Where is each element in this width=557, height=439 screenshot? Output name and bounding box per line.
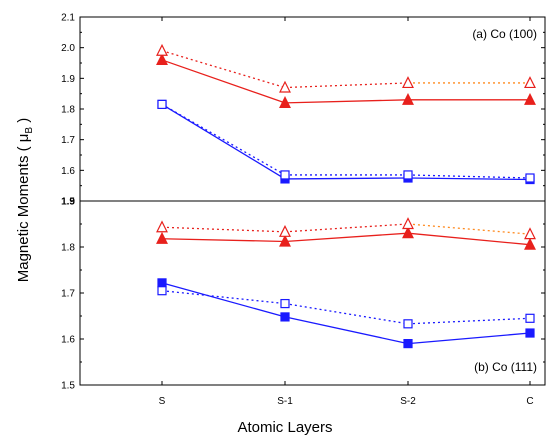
- data-point-triangle: [279, 234, 291, 247]
- data-point-triangle: [524, 227, 536, 240]
- data-point-triangle: [279, 80, 291, 93]
- series-segment: [161, 290, 286, 305]
- series-red-triangle-open: [156, 43, 536, 93]
- series-segment: [284, 177, 409, 180]
- series-segment: [284, 82, 409, 89]
- data-point-square: [280, 312, 290, 322]
- y-axis-title-subscript: B: [24, 127, 35, 134]
- y-tick-label: 1.7: [61, 135, 75, 146]
- data-point-square: [157, 286, 167, 296]
- series-segment: [407, 174, 531, 179]
- y-axis-title-mu: μ: [15, 134, 32, 143]
- y-tick-label: 1.6: [61, 335, 75, 346]
- series-blue-square-open: [157, 99, 535, 183]
- x-tick-label: S: [159, 396, 166, 407]
- y-tick-label: 2.0: [61, 43, 75, 54]
- y-tick-label: 1.8: [61, 243, 75, 254]
- data-point-triangle: [524, 76, 536, 89]
- data-point-square: [280, 170, 290, 180]
- data-point-square: [525, 328, 535, 338]
- series-blue-square-filled: [157, 278, 535, 349]
- data-point-square: [525, 173, 535, 183]
- data-point-square: [280, 298, 290, 309]
- y-tick-label: 1.5: [61, 381, 75, 392]
- series-segment: [407, 332, 531, 345]
- series-red-triangle-open: [156, 217, 536, 240]
- data-point-square: [403, 339, 413, 349]
- data-point-square: [403, 170, 413, 180]
- y-tick-label: 1.7: [61, 289, 75, 300]
- series-segment: [161, 50, 286, 89]
- chart-panels: 1.51.61.71.81.92.02.1(a) Co (100)1.51.61…: [61, 13, 546, 392]
- y-tick-label: 1.8: [61, 105, 75, 116]
- series-segment: [407, 223, 531, 235]
- data-point-triangle: [402, 226, 414, 239]
- series-blue-square-open: [157, 286, 535, 329]
- data-point-square: [157, 99, 167, 110]
- data-point-triangle: [402, 76, 414, 89]
- series-segment: [284, 302, 409, 325]
- panel-a: 1.5 1.6 1.7 1.8 1.9 2.0 2.1 (a) Co (100): [61, 13, 546, 208]
- data-point-triangle: [156, 231, 168, 244]
- y-axis-title-prefix: Magnetic Moments (: [15, 142, 32, 282]
- y-tick-label: 1.9: [61, 197, 75, 208]
- data-point-triangle: [279, 96, 291, 108]
- panel-frame: [79, 16, 546, 202]
- panel-b: 1.5 1.6 1.7 1.8 1.9 (b) Co (111): [61, 197, 546, 392]
- y-axis-title: Magnetic Moments ( μB ): [15, 118, 35, 283]
- series-segment: [284, 316, 409, 345]
- data-point-square: [157, 278, 167, 288]
- series-segment: [284, 223, 409, 233]
- series-segment: [407, 177, 531, 181]
- series-blue-square-filled: [157, 99, 535, 185]
- series-segment: [161, 226, 286, 233]
- data-point-triangle: [156, 53, 168, 66]
- x-axis-ticks: S S-1 S-2 C: [159, 17, 534, 407]
- panel-label: (b) Co (111): [474, 360, 537, 374]
- data-point-triangle: [402, 217, 414, 230]
- data-point-triangle: [279, 224, 291, 237]
- series-segment: [407, 232, 531, 246]
- series-segment: [284, 99, 409, 104]
- series-red-triangle-filled: [156, 226, 536, 250]
- y-tick-label: 2.1: [61, 13, 75, 24]
- y-tick-label: 1.9: [61, 74, 75, 85]
- data-point-square: [403, 319, 413, 329]
- series-segment: [161, 238, 286, 243]
- panel-label: (a) Co (100): [472, 27, 537, 41]
- data-point-square: [525, 313, 535, 323]
- y-axis-title-suffix: ): [15, 118, 32, 127]
- series-segment: [284, 232, 409, 243]
- panel-frame: [79, 200, 546, 386]
- series-segment: [161, 59, 286, 104]
- x-tick-label: S-1: [277, 396, 293, 407]
- series-segment: [161, 103, 286, 176]
- x-tick-label: C: [526, 396, 533, 407]
- series-segment: [161, 282, 286, 318]
- data-point-triangle: [524, 237, 536, 250]
- series-segment: [161, 103, 286, 180]
- series-segment: [407, 317, 531, 325]
- x-tick-label: S-2: [400, 396, 416, 407]
- y-tick-label: 1.5: [61, 197, 75, 208]
- data-point-triangle: [402, 92, 414, 105]
- x-axis-title: Atomic Layers: [237, 419, 332, 436]
- data-point-triangle: [524, 92, 536, 105]
- data-point-triangle: [156, 220, 168, 233]
- data-point-triangle: [156, 43, 168, 56]
- series-red-triangle-filled: [156, 53, 536, 108]
- y-tick-label: 1.6: [61, 166, 75, 177]
